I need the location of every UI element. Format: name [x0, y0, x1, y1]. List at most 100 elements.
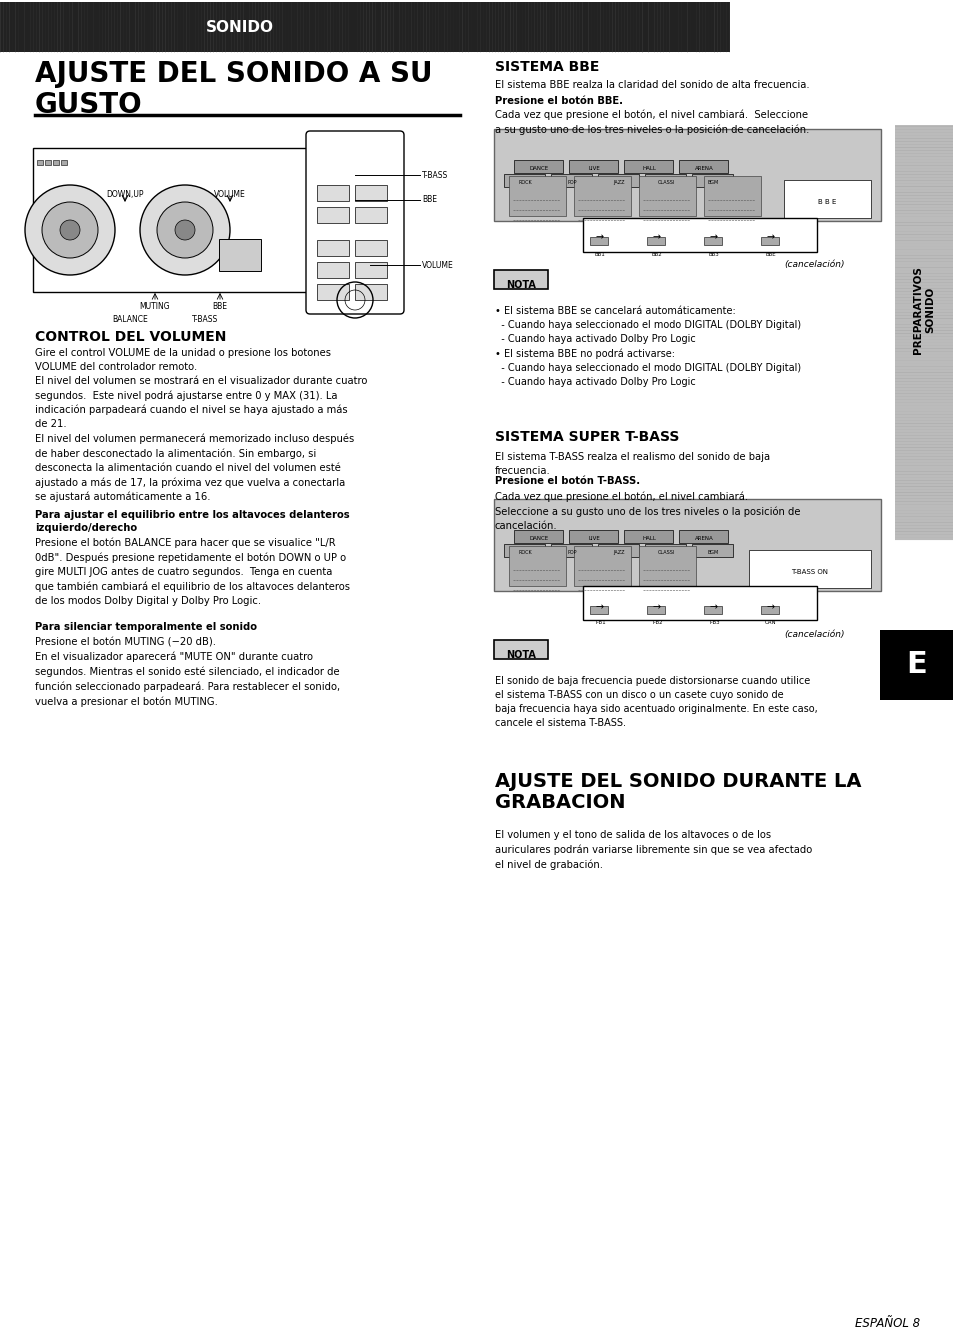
- FancyBboxPatch shape: [679, 529, 728, 543]
- Text: (cancelación): (cancelación): [783, 259, 844, 269]
- FancyBboxPatch shape: [639, 176, 696, 217]
- Text: →: →: [596, 233, 603, 242]
- Text: HALL: HALL: [641, 166, 656, 171]
- FancyBboxPatch shape: [45, 159, 51, 166]
- Text: MUTING: MUTING: [139, 302, 171, 312]
- Text: SISTEMA SUPER T-BASS: SISTEMA SUPER T-BASS: [495, 431, 679, 444]
- FancyBboxPatch shape: [0, 1, 729, 52]
- Text: El sistema T-BASS realza el realismo del sonido de baja
frecuencia.: El sistema T-BASS realza el realismo del…: [495, 452, 769, 476]
- Text: HALL: HALL: [641, 536, 656, 541]
- FancyBboxPatch shape: [61, 159, 68, 166]
- FancyBboxPatch shape: [748, 550, 870, 588]
- Text: AJUSTE DEL SONIDO A SU
GUSTO: AJUSTE DEL SONIDO A SU GUSTO: [35, 60, 432, 119]
- Text: →: →: [766, 602, 774, 612]
- FancyBboxPatch shape: [355, 207, 387, 223]
- Text: POP: POP: [567, 550, 577, 555]
- Text: →: →: [709, 233, 718, 242]
- Text: SONIDO: SONIDO: [206, 20, 274, 35]
- Text: ESPAÑOL 8: ESPAÑOL 8: [854, 1317, 919, 1330]
- Text: VOLUME: VOLUME: [213, 190, 246, 199]
- Text: VOLUME: VOLUME: [421, 261, 454, 270]
- FancyBboxPatch shape: [645, 174, 686, 186]
- Text: →: →: [596, 602, 603, 612]
- FancyBboxPatch shape: [306, 131, 403, 314]
- Text: T-B2: T-B2: [651, 620, 662, 624]
- Text: DANCE: DANCE: [529, 536, 548, 541]
- FancyBboxPatch shape: [703, 176, 760, 217]
- FancyBboxPatch shape: [219, 239, 261, 271]
- Text: Cada vez que presione el botón, el nivel cambiará.  Seleccione
a su gusto uno de: Cada vez que presione el botón, el nivel…: [495, 110, 808, 135]
- FancyBboxPatch shape: [551, 544, 592, 556]
- Text: BALANCE: BALANCE: [112, 316, 148, 324]
- FancyBboxPatch shape: [679, 159, 728, 172]
- Text: BBE: BBE: [421, 195, 436, 205]
- Text: LIVE: LIVE: [587, 536, 599, 541]
- FancyBboxPatch shape: [582, 586, 816, 620]
- FancyBboxPatch shape: [692, 544, 733, 556]
- Text: T-B3: T-B3: [707, 620, 720, 624]
- Text: T-BASS ON: T-BASS ON: [791, 570, 827, 575]
- FancyBboxPatch shape: [509, 176, 565, 217]
- FancyBboxPatch shape: [569, 529, 618, 543]
- Text: BB2: BB2: [651, 251, 661, 257]
- FancyBboxPatch shape: [509, 545, 565, 586]
- Text: ARENA: ARENA: [694, 536, 713, 541]
- FancyBboxPatch shape: [316, 262, 349, 278]
- Text: →: →: [652, 602, 660, 612]
- Text: BGM: BGM: [706, 550, 718, 555]
- FancyBboxPatch shape: [33, 148, 316, 291]
- Circle shape: [42, 202, 98, 258]
- FancyBboxPatch shape: [494, 128, 880, 221]
- FancyBboxPatch shape: [624, 529, 673, 543]
- FancyBboxPatch shape: [514, 159, 563, 172]
- Circle shape: [25, 185, 115, 275]
- FancyBboxPatch shape: [692, 174, 733, 186]
- Text: ROCK: ROCK: [517, 550, 532, 555]
- Text: SISTEMA BBE: SISTEMA BBE: [495, 60, 598, 74]
- FancyBboxPatch shape: [703, 237, 721, 245]
- Text: Presione el botón BBE.: Presione el botón BBE.: [495, 96, 622, 106]
- FancyBboxPatch shape: [52, 159, 59, 166]
- Text: ARENA: ARENA: [694, 166, 713, 171]
- FancyBboxPatch shape: [355, 283, 387, 299]
- Text: AJUSTE DEL SONIDO DURANTE LA
GRABACION: AJUSTE DEL SONIDO DURANTE LA GRABACION: [495, 771, 861, 813]
- Text: B B E: B B E: [817, 199, 836, 205]
- FancyBboxPatch shape: [639, 545, 696, 586]
- Text: T-BASS: T-BASS: [421, 171, 448, 179]
- FancyBboxPatch shape: [879, 630, 953, 701]
- Text: CAN: CAN: [764, 620, 776, 624]
- FancyBboxPatch shape: [355, 241, 387, 255]
- FancyBboxPatch shape: [783, 180, 870, 218]
- Text: Para ajustar el equilibrio entre los altavoces delanteros
izquierdo/derecho: Para ajustar el equilibrio entre los alt…: [35, 509, 349, 533]
- Text: NOTA: NOTA: [505, 279, 536, 290]
- FancyBboxPatch shape: [504, 544, 545, 556]
- Text: Presione el botón MUTING (−20 dB).: Presione el botón MUTING (−20 dB).: [35, 638, 215, 648]
- FancyBboxPatch shape: [574, 176, 630, 217]
- FancyBboxPatch shape: [494, 640, 547, 659]
- Text: En el visualizador aparecerá "MUTE ON" durante cuatro
segundos. Mientras el soni: En el visualizador aparecerá "MUTE ON" d…: [35, 652, 340, 707]
- Text: El sonido de baja frecuencia puede distorsionarse cuando utilice
el sistema T-BA: El sonido de baja frecuencia puede disto…: [495, 677, 817, 729]
- FancyBboxPatch shape: [703, 606, 721, 614]
- Text: BBE: BBE: [765, 251, 776, 257]
- FancyBboxPatch shape: [582, 218, 816, 251]
- Circle shape: [60, 221, 80, 241]
- FancyBboxPatch shape: [624, 159, 673, 172]
- Text: NOTA: NOTA: [505, 650, 536, 660]
- Text: JAZZ: JAZZ: [613, 180, 624, 185]
- Text: Presione el botón BALANCE para hacer que se visualice "L/R
0dB". Después presion: Presione el botón BALANCE para hacer que…: [35, 537, 350, 606]
- FancyBboxPatch shape: [760, 606, 779, 614]
- Text: Presione el botón T-BASS.: Presione el botón T-BASS.: [495, 476, 639, 487]
- FancyBboxPatch shape: [551, 174, 592, 186]
- FancyBboxPatch shape: [514, 529, 563, 543]
- Text: T-BASS: T-BASS: [192, 316, 218, 324]
- Text: →: →: [766, 233, 774, 242]
- FancyBboxPatch shape: [355, 185, 387, 201]
- FancyBboxPatch shape: [645, 544, 686, 556]
- FancyBboxPatch shape: [760, 237, 779, 245]
- Text: Para silenciar temporalmente el sonido: Para silenciar temporalmente el sonido: [35, 622, 256, 632]
- FancyBboxPatch shape: [36, 159, 43, 166]
- FancyBboxPatch shape: [574, 545, 630, 586]
- FancyBboxPatch shape: [316, 283, 349, 299]
- Circle shape: [174, 221, 194, 241]
- Text: JAZZ: JAZZ: [613, 550, 624, 555]
